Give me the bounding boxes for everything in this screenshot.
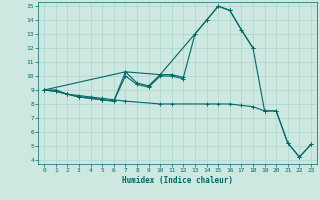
X-axis label: Humidex (Indice chaleur): Humidex (Indice chaleur) (122, 176, 233, 185)
